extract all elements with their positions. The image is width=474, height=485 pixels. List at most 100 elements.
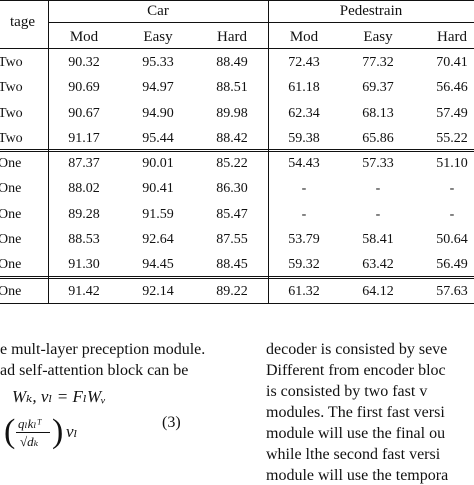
value-cell: 94.90 <box>142 106 174 121</box>
value-cell: 70.41 <box>436 55 468 70</box>
value-cell: 62.34 <box>288 106 320 121</box>
equation-tail: vₗ <box>66 422 78 441</box>
value-cell: 65.86 <box>362 131 394 146</box>
left-text-line-1: e mult-layer preception module. <box>0 341 206 358</box>
table-final-rule <box>0 276 474 277</box>
value-cell: 87.37 <box>68 156 100 171</box>
value-cell: 89.22 <box>216 284 248 299</box>
col-header-car-hard: Hard <box>217 29 247 45</box>
stage-cell: One <box>0 181 22 196</box>
value-cell: 51.10 <box>436 156 468 171</box>
stage-cell: Two <box>0 55 23 70</box>
value-cell: 59.32 <box>288 257 320 272</box>
stage-cell: One <box>0 284 22 299</box>
equation-number: (3) <box>162 414 181 431</box>
value-cell: 57.49 <box>436 106 468 121</box>
col-header-car-easy: Easy <box>143 29 173 45</box>
value-cell: 92.64 <box>142 232 174 247</box>
value-cell: 53.79 <box>288 232 320 247</box>
equation-paren-right: ) <box>52 413 64 450</box>
value-cell: 95.44 <box>142 131 174 146</box>
value-cell: 57.33 <box>362 156 394 171</box>
equation-fraction-numerator: qₗkₗᵀ <box>18 416 42 431</box>
value-cell: 88.53 <box>68 232 100 247</box>
left-text-line-2: ad self-attention block can be <box>0 362 189 379</box>
value-cell: 64.12 <box>362 284 394 299</box>
value-cell: 89.28 <box>68 207 100 222</box>
value-cell: 59.38 <box>288 131 320 146</box>
value-cell: 54.43 <box>288 156 320 171</box>
equation-paren-left: ( <box>4 413 16 450</box>
group-header-rule <box>48 22 474 23</box>
right-text-line: module will use the tempora <box>266 467 449 484</box>
pedestrain-group-header: Pedestrain <box>339 3 403 19</box>
value-cell: 56.49 <box>436 257 468 272</box>
value-cell: 91.30 <box>68 257 100 272</box>
value-cell: 72.43 <box>288 55 320 70</box>
col-header-ped-mod: Mod <box>289 29 319 45</box>
value-cell: 69.37 <box>362 80 394 95</box>
equation-fraction-denominator: √dₖ <box>20 434 39 449</box>
table-header-rule <box>0 48 474 49</box>
value-cell: 58.41 <box>362 232 394 247</box>
stage-cell: One <box>0 156 22 171</box>
value-cell: 86.30 <box>216 181 248 196</box>
value-cell: 56.46 <box>436 80 468 95</box>
value-cell: 88.42 <box>216 131 248 146</box>
car-ped-rule <box>268 0 269 304</box>
table-bottom-rule <box>0 303 474 304</box>
value-cell: 55.22 <box>436 131 468 146</box>
stage-col-rule <box>48 0 49 304</box>
value-cell: 90.01 <box>142 156 174 171</box>
value-cell: 94.97 <box>142 80 174 95</box>
value-cell: 91.42 <box>68 284 100 299</box>
right-text-line: decoder is consisted by seve <box>266 341 448 358</box>
value-cell: 61.32 <box>288 284 320 299</box>
table-section-rule-2 <box>0 151 474 152</box>
value-cell: 90.69 <box>68 80 100 95</box>
value-cell: 91.17 <box>68 131 100 146</box>
value-cell: 89.98 <box>216 106 248 121</box>
value-cell: 88.45 <box>216 257 248 272</box>
value-cell: - <box>375 207 381 222</box>
table-section-rule <box>0 149 474 150</box>
stage-header: tage <box>10 14 35 30</box>
value-cell: 88.49 <box>216 55 248 70</box>
value-cell: - <box>301 207 307 222</box>
equation-line: Wₖ, vₗ = FₗWᵥ <box>12 387 106 406</box>
value-cell: - <box>301 181 307 196</box>
value-cell: 63.42 <box>362 257 394 272</box>
stage-cell: Two <box>0 131 23 146</box>
car-group-header: Car <box>147 3 169 19</box>
value-cell: - <box>375 181 381 196</box>
value-cell: 57.63 <box>436 284 468 299</box>
right-text-line: is consisted by two fast v <box>266 383 428 400</box>
value-cell: 95.33 <box>142 55 174 70</box>
value-cell: 88.51 <box>216 80 248 95</box>
value-cell: 77.32 <box>362 55 394 70</box>
value-cell: 90.41 <box>142 181 174 196</box>
value-cell: 90.32 <box>68 55 100 70</box>
stage-cell: One <box>0 257 22 272</box>
value-cell: 85.22 <box>216 156 248 171</box>
right-text-line: modules. The first fast versi <box>266 404 445 421</box>
table-final-rule-2 <box>0 278 474 279</box>
stage-cell: Two <box>0 80 23 95</box>
results-table: tage Car Pedestrain Mod Easy Hard Mod Ea… <box>0 0 474 304</box>
right-text-line: module will use the final ou <box>266 425 446 442</box>
col-header-ped-easy: Easy <box>363 29 393 45</box>
value-cell: 50.64 <box>436 232 468 247</box>
equation-fraction-bar <box>16 432 50 433</box>
value-cell: 68.13 <box>362 106 394 121</box>
paper-body: e mult-layer preception module. ad self-… <box>0 312 474 484</box>
right-text-line: Different from encoder bloc <box>266 362 446 379</box>
stage-cell: One <box>0 207 22 222</box>
stage-cell: One <box>0 232 22 247</box>
value-cell: 88.02 <box>68 181 100 196</box>
col-header-ped-hard: Hard <box>437 29 467 45</box>
value-cell: - <box>449 207 455 222</box>
value-cell: 90.67 <box>68 106 100 121</box>
right-text-line: while lthe second fast versi <box>266 446 441 463</box>
table-top-rule <box>0 0 474 1</box>
value-cell: 94.45 <box>142 257 174 272</box>
